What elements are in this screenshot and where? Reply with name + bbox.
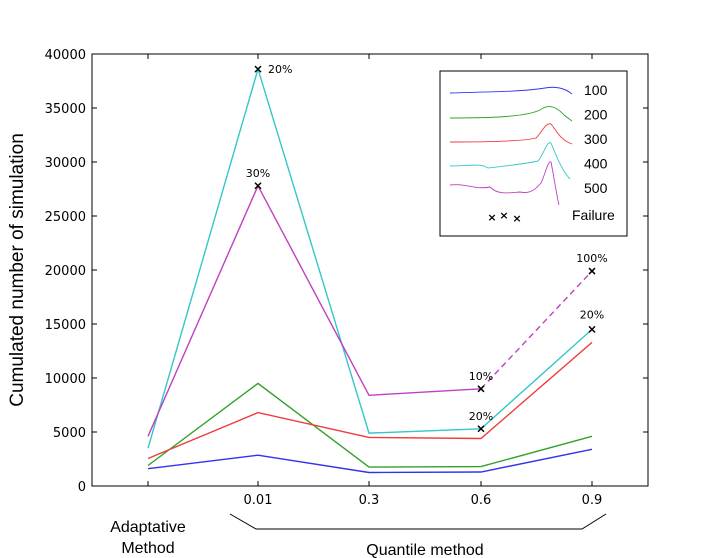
y-tick-label: 0 [78, 480, 86, 495]
y-tick-label: 25000 [45, 210, 86, 225]
x-tick-label: 0.01 [244, 493, 273, 508]
legend-label-400: 400 [584, 156, 608, 172]
legend-swatch-200 [449, 106, 573, 122]
legend-label-100: 100 [584, 82, 608, 98]
legend-swatch-400 [449, 142, 571, 180]
adaptative-label-line1: Adaptative [110, 519, 186, 536]
legend-swatch-500 [449, 161, 560, 206]
failure-marker [477, 385, 485, 393]
legend-failure-icon: × × × [487, 209, 521, 225]
failure-label: 100% [576, 252, 607, 265]
y-tick-label: 30000 [45, 156, 86, 171]
failure-label: 20% [580, 308, 604, 321]
x-axis-label: Quantile method [366, 542, 483, 558]
y-tick-label: 5000 [53, 426, 86, 441]
series-dashed-500 [480, 270, 593, 390]
svg-text:×: × [512, 212, 521, 225]
x-tick-label: 0.3 [359, 493, 380, 508]
legend: 100 200 300 400 500 × × × Failure [439, 70, 628, 237]
failure-label: 30% [246, 167, 270, 180]
failure-label: 10% [469, 370, 493, 383]
y-tick-label: 15000 [45, 318, 86, 333]
y-tick-label: 10000 [45, 372, 86, 387]
y-tick-label: 35000 [45, 102, 86, 117]
svg-text:×: × [487, 211, 496, 224]
failure-label: 20% [268, 63, 292, 76]
y-tick-label: 40000 [45, 48, 86, 63]
adaptative-label-line2: Method [121, 540, 174, 557]
series-line-100 [147, 448, 593, 474]
quantile-bracket [229, 513, 607, 530]
failure-marker [254, 182, 262, 190]
legend-box [439, 70, 628, 237]
failure-label: 20% [469, 410, 493, 423]
svg-text:×: × [499, 209, 508, 222]
series-line-500 [147, 184, 482, 437]
legend-swatch-100 [449, 86, 573, 95]
series-line-400 [147, 66, 593, 449]
y-axis-label: Cumulated number of simulation [7, 133, 28, 407]
legend-failure-label: Failure [572, 207, 615, 223]
failure-marker [254, 65, 262, 73]
failure-marker [588, 325, 596, 333]
legend-swatch-300 [449, 123, 573, 145]
x-tick-label: 0.6 [471, 493, 492, 508]
series-line-300 [147, 341, 593, 460]
x-tick-label: 0.9 [582, 493, 603, 508]
series-line-200 [147, 382, 593, 468]
legend-label-500: 500 [584, 180, 608, 196]
failure-marker [477, 425, 485, 433]
y-tick-label: 20000 [45, 264, 86, 279]
legend-label-200: 200 [584, 107, 608, 123]
failure-marker [588, 267, 596, 275]
legend-label-300: 300 [584, 131, 608, 147]
